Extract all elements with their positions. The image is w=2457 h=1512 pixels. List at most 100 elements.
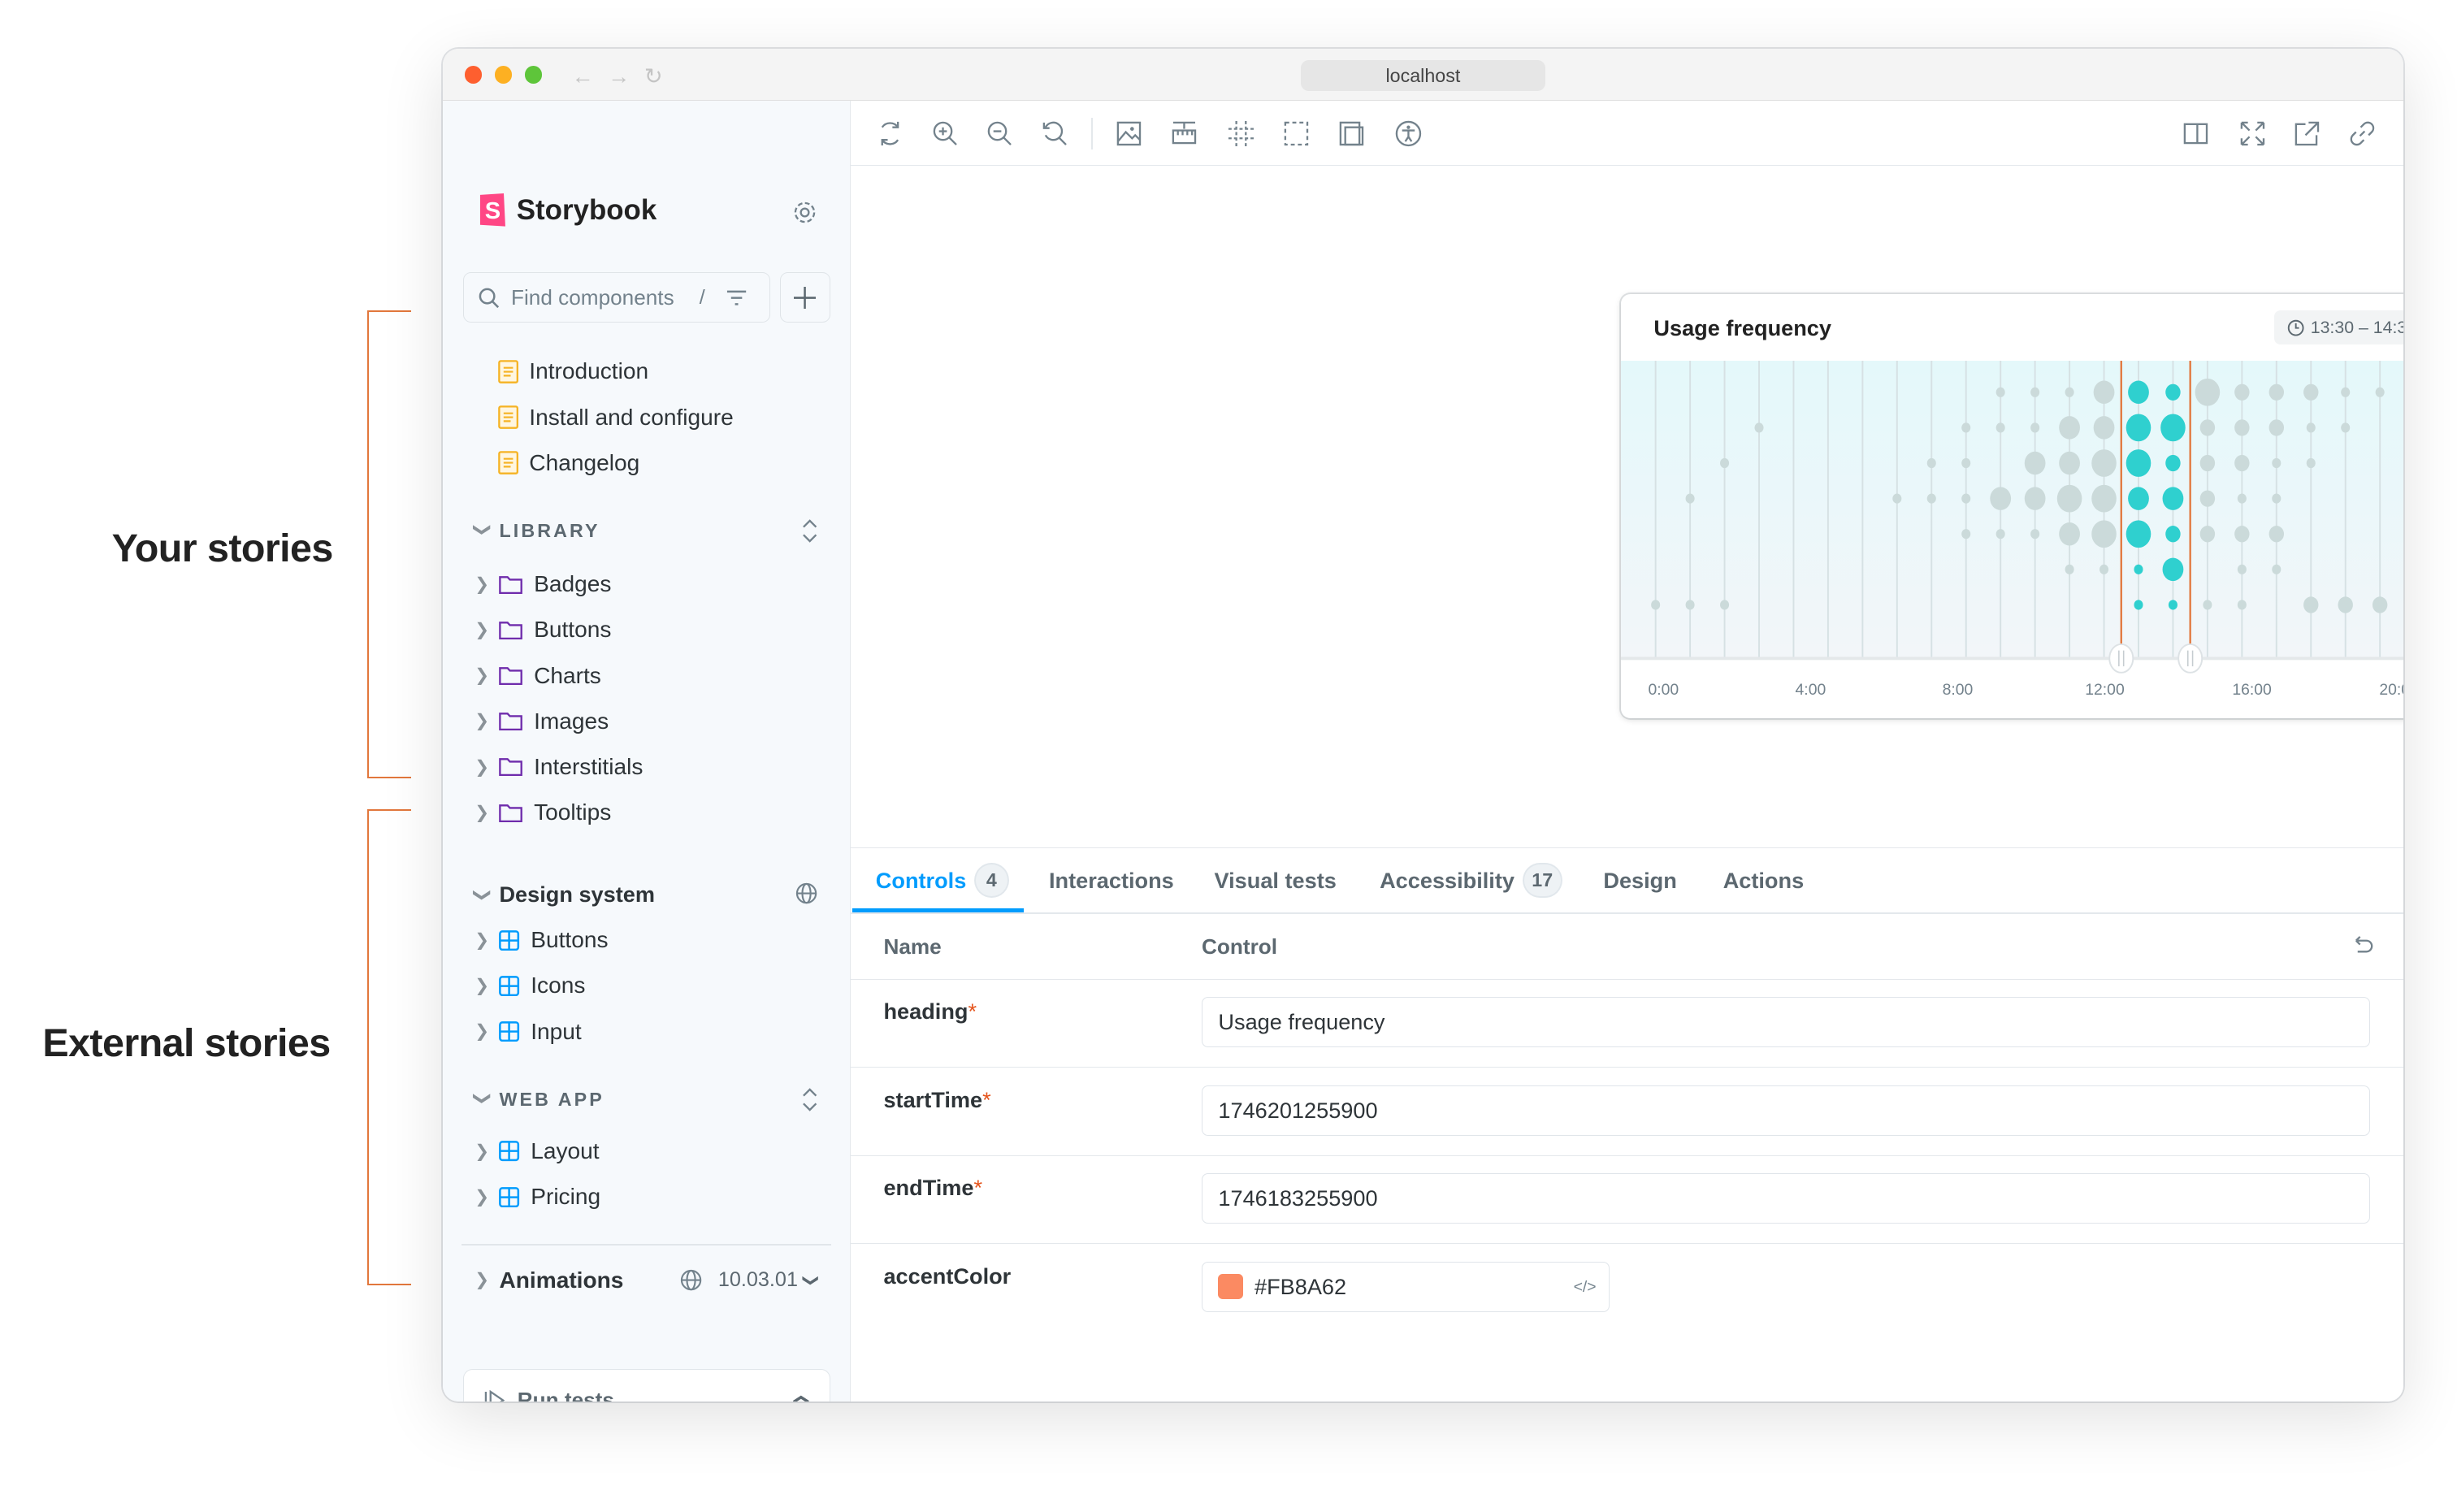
- usage-dot: [2237, 564, 2247, 574]
- chevron-right-icon[interactable]: ❯: [474, 1186, 490, 1207]
- range-end-handle[interactable]: [2177, 643, 2203, 674]
- bracket-external-stories: [366, 809, 411, 1285]
- chevron-down-icon[interactable]: ❯: [472, 1090, 492, 1108]
- chevron-right-icon[interactable]: ❯: [474, 619, 490, 639]
- reload-icon[interactable]: ↻: [644, 63, 663, 89]
- sidebar-toggle-icon[interactable]: [2182, 119, 2210, 148]
- fullscreen-icon[interactable]: [2238, 119, 2267, 148]
- filter-icon[interactable]: [726, 288, 748, 307]
- usage-dot: [2195, 378, 2220, 406]
- usage-dot: [1926, 457, 1936, 468]
- globe-icon[interactable]: [795, 882, 817, 904]
- chevron-right-icon[interactable]: ❯: [474, 1141, 490, 1161]
- chevron-right-icon[interactable]: ❯: [474, 1021, 490, 1042]
- range-start-handle[interactable]: [2108, 643, 2134, 674]
- chevron-right-icon[interactable]: ❯: [474, 756, 490, 777]
- sidebar-folder-item[interactable]: ❯ Buttons: [443, 609, 851, 650]
- usage-dot: [1996, 529, 2005, 539]
- chevron-right-icon[interactable]: ❯: [474, 929, 490, 950]
- chevron-down-icon[interactable]: ❯: [472, 522, 492, 539]
- storybook-logo[interactable]: S Storybook: [479, 192, 656, 228]
- chevron-right-icon[interactable]: ❯: [474, 711, 490, 731]
- chevron-right-icon[interactable]: ❯: [474, 574, 490, 594]
- prop-name: startTime*: [883, 1086, 991, 1112]
- sidebar-folder-item[interactable]: ❯ Interstitials: [443, 747, 851, 787]
- section-web-app[interactable]: ❯ WEB APP: [443, 1081, 851, 1119]
- sidebar-component-item[interactable]: ❯ Layout: [443, 1131, 851, 1172]
- chevron-right-icon[interactable]: ❯: [474, 802, 490, 822]
- open-new-tab-icon[interactable]: [2293, 119, 2321, 148]
- chevron-right-icon[interactable]: ❯: [474, 975, 490, 995]
- close-window-button[interactable]: [464, 66, 483, 84]
- version-selector[interactable]: 10.03.01: [717, 1268, 798, 1292]
- tab-visual-tests[interactable]: Visual tests: [1215, 848, 1337, 912]
- sidebar-component-item[interactable]: ❯ Pricing: [443, 1176, 851, 1217]
- section-animations[interactable]: ❯ Animations 10.03.01 ❯: [443, 1260, 851, 1301]
- heading-input[interactable]: [1202, 997, 2371, 1048]
- color-picker-input[interactable]: #FB8A62 </>: [1202, 1261, 1610, 1312]
- tab-actions[interactable]: Actions: [1723, 848, 1804, 912]
- dot-plot: 0:00 4:00 8:00 12:00 16:00 20:00: [1620, 360, 2404, 699]
- background-icon[interactable]: [1115, 119, 1143, 148]
- zoom-reset-icon[interactable]: [1041, 119, 1069, 148]
- run-tests-button[interactable]: Run tests ❯: [462, 1368, 830, 1402]
- sidebar-folder-item[interactable]: ❯ Tooltips: [443, 792, 851, 833]
- document-icon: [497, 451, 518, 475]
- usage-dot: [2065, 564, 2074, 574]
- maximize-window-button[interactable]: [524, 66, 542, 84]
- outline-icon[interactable]: [1282, 119, 1311, 148]
- search-placeholder: Find components: [511, 284, 674, 310]
- usage-dot: [1719, 457, 1729, 468]
- globe-icon[interactable]: [680, 1269, 702, 1291]
- sidebar-doc-item[interactable]: Introduction: [443, 351, 851, 392]
- sidebar-component-item[interactable]: ❯ Buttons: [443, 920, 851, 960]
- settings-gear-icon[interactable]: [792, 200, 817, 225]
- prop-name: accentColor: [883, 1263, 1012, 1289]
- zoom-out-icon[interactable]: [986, 119, 1014, 148]
- address-bar[interactable]: localhost: [1301, 59, 1545, 92]
- tab-design[interactable]: Design: [1603, 848, 1676, 912]
- chevron-right-icon[interactable]: ❯: [474, 665, 490, 686]
- usage-dot: [2338, 596, 2353, 613]
- section-design-system[interactable]: ❯ Design system: [443, 876, 851, 914]
- startTime-input[interactable]: [1202, 1085, 2371, 1136]
- sidebar-folder-item[interactable]: ❯ Badges: [443, 564, 851, 604]
- section-library[interactable]: ❯ LIBRARY: [443, 512, 851, 550]
- measure-icon[interactable]: [1170, 119, 1198, 148]
- toolbar: [850, 101, 2404, 166]
- sidebar-doc-item[interactable]: Changelog: [443, 443, 851, 483]
- tab-accessibility[interactable]: Accessibility 17: [1380, 848, 1561, 912]
- back-icon[interactable]: ←: [571, 63, 594, 89]
- chevron-right-icon[interactable]: ❯: [474, 1270, 490, 1290]
- copy-link-icon[interactable]: [2348, 119, 2377, 148]
- zoom-in-icon[interactable]: [931, 119, 960, 148]
- sidebar-folder-item[interactable]: ❯ Images: [443, 701, 851, 742]
- sidebar-component-item[interactable]: ❯ Input: [443, 1011, 851, 1051]
- accessibility-icon[interactable]: [1394, 119, 1423, 148]
- tab-interactions[interactable]: Interactions: [1049, 848, 1174, 912]
- usage-dot: [2091, 520, 2117, 548]
- tab-controls[interactable]: Controls 4: [876, 848, 1008, 912]
- expand-collapse-icon[interactable]: [802, 1087, 817, 1112]
- forward-icon[interactable]: →: [608, 63, 630, 89]
- grid-icon[interactable]: [1227, 119, 1255, 148]
- viewport-icon[interactable]: [1337, 119, 1366, 148]
- endTime-input[interactable]: [1202, 1173, 2371, 1224]
- chevron-down-icon[interactable]: ❯: [472, 887, 492, 902]
- color-swatch[interactable]: [1218, 1274, 1244, 1300]
- remount-icon[interactable]: [876, 119, 904, 148]
- add-story-button[interactable]: [779, 272, 830, 323]
- minimize-window-button[interactable]: [494, 66, 512, 84]
- sidebar-folder-item[interactable]: ❯ Charts: [443, 655, 851, 695]
- usage-dot: [1926, 493, 1936, 504]
- sidebar-doc-item[interactable]: Install and configure: [443, 396, 851, 437]
- sidebar-component-item[interactable]: ❯ Icons: [443, 965, 851, 1006]
- usage-dot: [2058, 522, 2080, 546]
- chevron-up-icon[interactable]: ❯: [791, 1393, 810, 1402]
- usage-dot: [1685, 600, 1695, 610]
- search-input[interactable]: Find components /: [462, 272, 770, 323]
- code-toggle-icon[interactable]: </>: [1573, 1277, 1597, 1296]
- expand-collapse-icon[interactable]: [802, 518, 817, 544]
- chevron-down-icon[interactable]: ❯: [801, 1273, 820, 1288]
- reset-controls-icon[interactable]: [2351, 934, 2373, 953]
